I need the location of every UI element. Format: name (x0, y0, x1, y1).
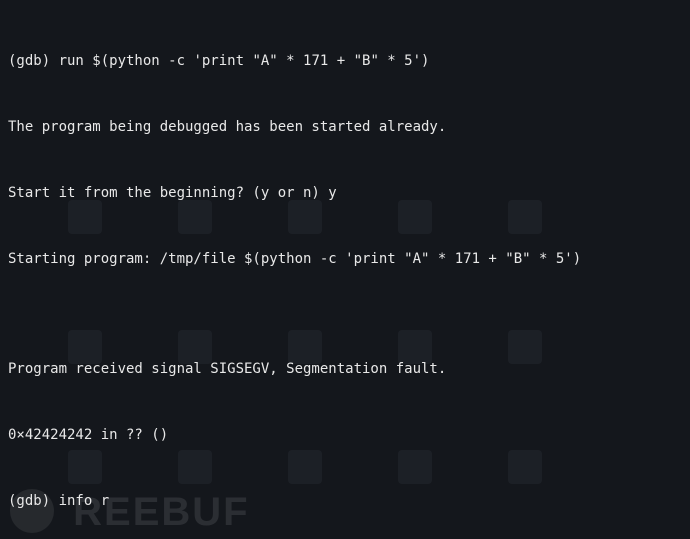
gdb-msg-starting: Starting program: /tmp/file $(python -c … (8, 248, 682, 270)
gdb-cmd-run: run $(python -c 'print "A" * 171 + "B" *… (59, 53, 430, 69)
terminal[interactable]: (gdb) run $(python -c 'print "A" * 171 +… (0, 0, 690, 539)
gdb-msg-already: The program being debugged has been star… (8, 116, 682, 138)
gdb-line-info: (gdb) info r (8, 490, 682, 512)
gdb-line-run: (gdb) run $(python -c 'print "A" * 171 +… (8, 50, 682, 72)
gdb-cmd-info: info r (59, 493, 110, 509)
gdb-msg-frame: 0×42424242 in ?? () (8, 424, 682, 446)
gdb-restart-answer: y (328, 185, 336, 201)
gdb-msg-signal: Program received signal SIGSEGV, Segment… (8, 358, 682, 380)
gdb-restart-question: Start it from the beginning? (y or n) (8, 185, 328, 201)
gdb-prompt: (gdb) (8, 53, 59, 69)
gdb-prompt: (gdb) (8, 493, 59, 509)
gdb-msg-restart: Start it from the beginning? (y or n) y (8, 182, 682, 204)
